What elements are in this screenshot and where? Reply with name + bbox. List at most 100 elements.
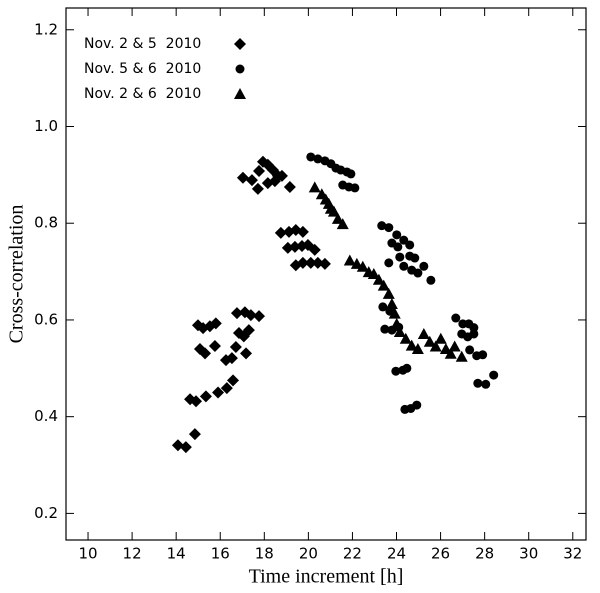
x-tick-label: 24 [387, 545, 406, 563]
x-tick-label: 18 [255, 545, 274, 563]
point [426, 275, 436, 285]
point [199, 390, 212, 403]
point [378, 302, 388, 312]
point [388, 307, 401, 319]
point [469, 323, 479, 333]
x-tick-label: 10 [78, 545, 97, 563]
point [350, 257, 363, 269]
point [343, 254, 356, 266]
point [331, 212, 344, 224]
point [384, 258, 394, 268]
x-tick-label: 26 [431, 545, 450, 563]
point [395, 252, 405, 262]
point [179, 441, 192, 454]
point [275, 169, 288, 182]
point [473, 378, 483, 388]
legend-marker [234, 38, 246, 50]
y-tick-label: 0.2 [34, 504, 58, 522]
point [296, 225, 309, 238]
point [227, 374, 240, 387]
x-tick-label: 22 [343, 545, 362, 563]
point [419, 261, 429, 271]
point [434, 332, 447, 344]
point [417, 327, 430, 339]
point [372, 273, 385, 285]
point [242, 324, 255, 337]
point [402, 363, 412, 373]
point [191, 319, 204, 332]
point [423, 335, 436, 347]
x-tick-label: 32 [563, 545, 582, 563]
point [230, 307, 243, 320]
x-tick-label: 12 [123, 545, 142, 563]
y-tick-label: 1.2 [34, 20, 58, 38]
point [399, 235, 409, 245]
point [304, 256, 317, 269]
x-tick-label: 30 [519, 545, 538, 563]
point [399, 261, 409, 271]
point [327, 205, 340, 217]
x-axis-label: Time increment [h] [249, 566, 404, 588]
point [489, 370, 499, 380]
point [251, 182, 264, 195]
point [385, 297, 398, 309]
point [377, 279, 390, 291]
point [405, 339, 418, 351]
point [412, 400, 422, 410]
point [188, 428, 201, 441]
plot-frame [65, 7, 587, 541]
point [391, 366, 401, 376]
point [380, 324, 390, 334]
point [410, 253, 420, 263]
point [413, 268, 423, 278]
point [199, 347, 212, 360]
point [212, 386, 225, 399]
point [244, 309, 257, 322]
y-axis-label: Cross-correlation [6, 205, 28, 344]
point [274, 226, 287, 239]
point [225, 352, 238, 365]
point [245, 174, 258, 187]
point [356, 260, 369, 272]
point [350, 183, 360, 193]
point [322, 197, 335, 209]
point [451, 313, 461, 323]
point [308, 243, 321, 256]
y-tick-label: 0.6 [34, 310, 58, 328]
point [393, 326, 406, 338]
point [478, 350, 488, 360]
point [411, 342, 424, 354]
point [308, 181, 321, 193]
point [236, 171, 249, 184]
legend-marker [235, 64, 245, 74]
point [377, 221, 387, 231]
legend-label: Nov. 5 & 6 2010 [84, 61, 201, 77]
point [382, 287, 395, 299]
point [318, 257, 331, 270]
point [190, 395, 202, 408]
point [209, 317, 222, 330]
point [281, 241, 294, 254]
point [268, 175, 281, 188]
point [367, 268, 380, 279]
x-tick-label: 16 [211, 545, 230, 563]
point [399, 332, 412, 344]
point [296, 256, 309, 269]
point [405, 240, 415, 250]
point [288, 240, 301, 253]
point [240, 347, 253, 360]
point [208, 340, 221, 353]
y-tick-label: 1.0 [34, 117, 58, 135]
point [392, 230, 402, 240]
x-tick-label: 14 [167, 545, 186, 563]
point [313, 154, 323, 164]
point [306, 152, 316, 162]
point [448, 340, 461, 352]
point [455, 350, 468, 362]
legend-marker [234, 88, 246, 99]
point [253, 310, 266, 323]
legend-label: Nov. 2 & 6 2010 [84, 86, 201, 102]
point [384, 223, 394, 233]
point [481, 379, 491, 389]
